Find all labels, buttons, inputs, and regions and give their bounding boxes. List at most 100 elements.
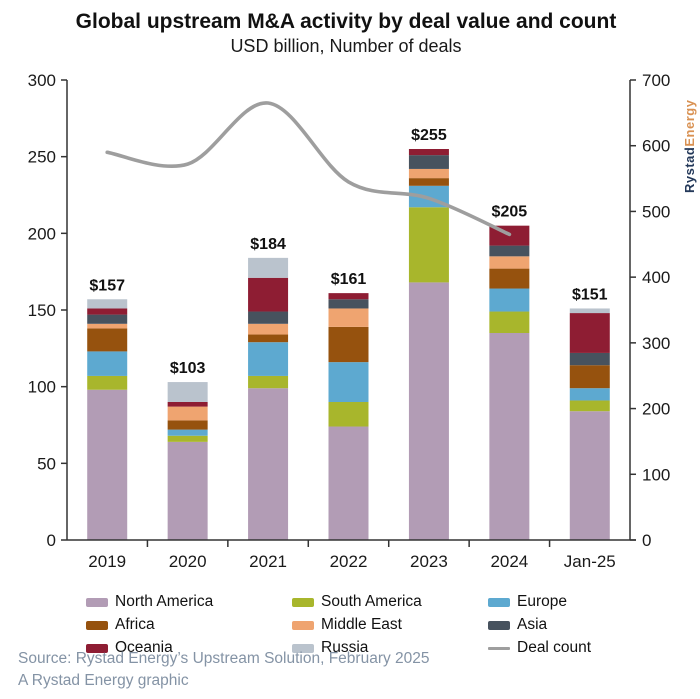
- bar-segment: [328, 402, 369, 427]
- bar-segment: [328, 293, 369, 300]
- x-axis-label: 2020: [169, 552, 207, 571]
- legend-color-swatch: [292, 620, 314, 630]
- bar-segment: [569, 411, 610, 540]
- deal-count-line: [105, 101, 512, 237]
- bar-segment: [167, 420, 208, 430]
- bar-value-label: $103: [170, 360, 206, 377]
- right-axis-label: 100: [642, 465, 670, 484]
- legend-item: Deal count: [488, 639, 646, 657]
- bar-segment: [248, 388, 289, 540]
- bar-segment: [87, 351, 128, 376]
- bar-segment: [408, 207, 449, 283]
- credit-line: A Rystad Energy graphic: [18, 672, 189, 689]
- legend-label: Oceania: [115, 639, 173, 656]
- bar-value-label: $184: [250, 236, 286, 253]
- right-axis-label: 0: [642, 531, 651, 550]
- bar-segment: [489, 311, 530, 333]
- bar-value-label: $161: [331, 271, 367, 288]
- legend-color-swatch: [488, 597, 510, 607]
- right-axis-label: 600: [642, 137, 670, 156]
- source-line: Source: Rystad Energy’s Upstream Solutio…: [18, 650, 430, 667]
- legend-label: Deal count: [517, 639, 592, 656]
- legend: North America South America Europe Africa Mi…: [86, 593, 646, 657]
- chart-subtitle: USD billion, Number of deals: [230, 36, 462, 56]
- legend-color-swatch: [86, 597, 108, 607]
- bar-segment: [87, 389, 128, 540]
- bar-segment: [569, 313, 610, 353]
- legend-item: Oceania: [86, 639, 292, 657]
- x-axis-label: 2023: [410, 552, 448, 571]
- bar-segment: [489, 333, 530, 540]
- bar-segment: [408, 168, 449, 179]
- x-axis-label: 2019: [88, 552, 126, 571]
- bar-segment: [248, 257, 289, 278]
- legend-item: Middle East: [292, 616, 488, 634]
- left-axis-label: 0: [47, 531, 56, 550]
- bar-value-label: $157: [89, 277, 125, 294]
- bar-segment: [87, 323, 128, 329]
- legend-label: Russia: [321, 639, 369, 656]
- legend-label: North America: [115, 593, 214, 610]
- bar-value-label: $255: [411, 127, 447, 144]
- x-axis-label: 2024: [490, 552, 528, 571]
- legend-item: South America: [292, 593, 488, 611]
- plot-area: 0 50 100 150 200 250 300 0 100 200 300 400 500 600 700…: [0, 60, 700, 572]
- bar-segment: [328, 308, 369, 327]
- bar-segment: [167, 441, 208, 540]
- bar-value-label: $205: [492, 204, 528, 221]
- x-axis-label: 2021: [249, 552, 287, 571]
- legend-label: South America: [321, 593, 422, 610]
- legend-label: Africa: [115, 616, 155, 633]
- bar-segment: [569, 352, 610, 366]
- bar-segment: [489, 288, 530, 312]
- right-axis-label: 200: [642, 400, 670, 419]
- x-axis-label: Jan-25: [564, 552, 616, 571]
- right-axis-label: 700: [642, 71, 670, 90]
- x-axis-label: 2022: [330, 552, 368, 571]
- bar-segment: [489, 245, 530, 257]
- bar-segment: [408, 155, 449, 169]
- legend-color-swatch: [86, 620, 108, 630]
- legend-line-swatch: [488, 646, 510, 650]
- bar-segment: [167, 402, 208, 407]
- bar-segment: [248, 311, 289, 324]
- left-axis-label: 100: [28, 378, 56, 397]
- bar-segment: [489, 268, 530, 289]
- right-axis-label: 500: [642, 202, 670, 221]
- bar-segment: [167, 382, 208, 402]
- bar-segment: [408, 282, 449, 540]
- right-axis-label: 300: [642, 334, 670, 353]
- legend-item: Europe: [488, 593, 646, 611]
- bar-segment: [248, 334, 289, 343]
- chart-title: Global upstream M&A activity by deal val…: [75, 10, 617, 33]
- bar-segment: [569, 388, 610, 401]
- bar-segment: [87, 375, 128, 390]
- bar-segment: [167, 406, 208, 421]
- legend-item: Russia: [292, 639, 488, 657]
- bar-segment: [87, 314, 128, 324]
- legend-item: Asia: [488, 616, 646, 634]
- bar-value-label: $151: [572, 286, 608, 303]
- bar-segment: [248, 342, 289, 376]
- left-axis-label: 200: [28, 224, 56, 243]
- bar-segment: [328, 326, 369, 363]
- bar-segment: [248, 277, 289, 312]
- left-axis-label: 300: [28, 71, 56, 90]
- bar-segment: [167, 429, 208, 436]
- left-axis-label: 50: [37, 454, 56, 473]
- bar-segment: [408, 149, 449, 156]
- bar-segment: [248, 375, 289, 389]
- right-axis-label: 400: [642, 268, 670, 287]
- bar-segment: [328, 299, 369, 309]
- bar-segment: [569, 400, 610, 412]
- bar-segment: [87, 299, 128, 309]
- source-note: Source: Rystad Energy’s Upstream Solutio…: [18, 648, 430, 692]
- bar-segment: [489, 256, 530, 269]
- chart-svg: 0 50 100 150 200 250 300 0 100 200 300 400 500 600 700…: [28, 71, 671, 571]
- left-axis-label: 150: [28, 301, 56, 320]
- legend-color-swatch: [86, 643, 108, 653]
- legend-color-swatch: [292, 643, 314, 653]
- legend-item: Africa: [86, 616, 292, 634]
- bar-segment: [328, 426, 369, 540]
